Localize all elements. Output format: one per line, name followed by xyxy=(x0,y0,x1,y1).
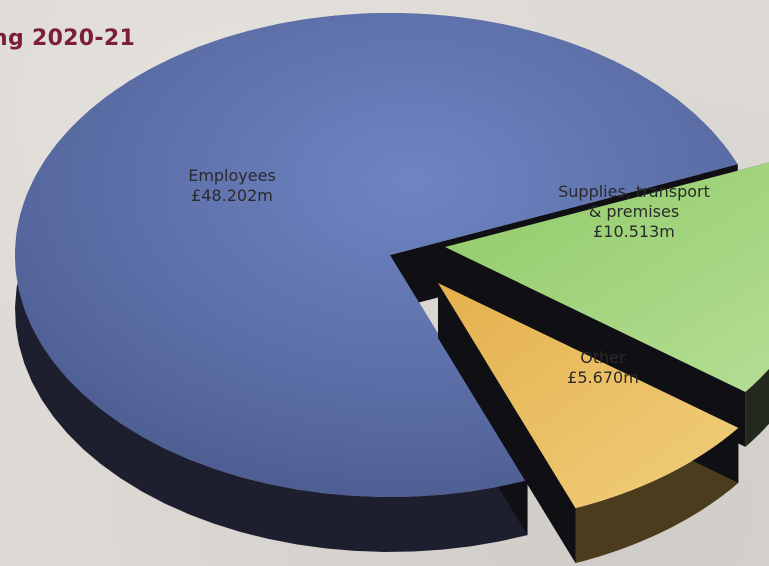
slice-name-supplies: Supplies, transport xyxy=(558,182,710,201)
slice-side-supplies xyxy=(745,368,769,447)
slice-top-other xyxy=(438,283,739,509)
slice-label-supplies: Supplies, transport & premises £10.513m xyxy=(558,182,710,241)
slice-value-other: £5.670m xyxy=(567,368,639,387)
slice-name-supplies: & premises xyxy=(589,202,679,221)
slice-name-other: Other xyxy=(580,348,626,367)
slice-label-other: Other £5.670m xyxy=(567,348,639,387)
slice-name-employees: Employees xyxy=(188,166,276,185)
slice-label-employees: Employees £48.202m xyxy=(188,166,276,205)
slice-value-supplies: £10.513m xyxy=(593,222,675,241)
slice-value-employees: £48.202m xyxy=(191,186,273,205)
chart-title: ng 2020-21 xyxy=(0,26,136,51)
slice-other xyxy=(438,283,739,564)
slice-top-employees xyxy=(15,12,738,497)
slice-wall-other xyxy=(438,283,576,564)
slice-top-supplies xyxy=(445,162,769,392)
